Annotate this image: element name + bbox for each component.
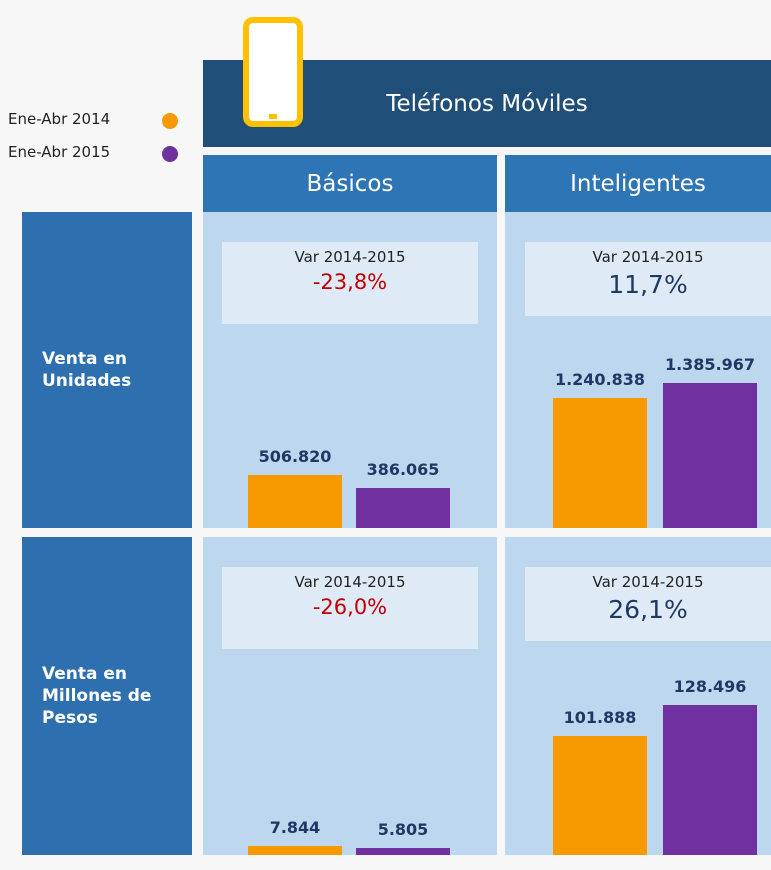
variation: -23,8% (312, 270, 388, 294)
bar (553, 736, 647, 855)
phone-icon (243, 17, 303, 127)
value-label: 5.805 (377, 820, 429, 840)
value-label: 386.065 (366, 459, 440, 479)
row-label: Venta en Unidades (42, 349, 132, 391)
bar (356, 487, 450, 528)
row-label: Venta en Millones de Pesos (42, 664, 152, 728)
variation-box (525, 567, 771, 641)
column-header: Básicos (203, 155, 497, 212)
legend-dot (162, 146, 178, 162)
annotation: Var 2014-2015 (592, 573, 704, 591)
bar (663, 705, 757, 855)
value-label: 1.385.967 (664, 355, 756, 374)
value-label: 101.888 (563, 708, 637, 728)
value-label: 128.496 (673, 677, 747, 696)
legend-label: Ene-Abr 2014 (8, 110, 111, 128)
row-label-box (22, 212, 192, 528)
variation: -26,0% (312, 595, 388, 619)
row-label-box (22, 537, 192, 855)
bar (553, 398, 647, 528)
variation-box (525, 242, 771, 316)
bar (248, 474, 342, 528)
value-label: 1.240.838 (554, 370, 646, 390)
bar (356, 848, 450, 855)
variation: 26,1% (608, 595, 688, 624)
variation-box (222, 567, 478, 649)
column-header: Inteligentes (505, 155, 771, 212)
variation-box (222, 242, 478, 324)
variation: 11,7% (608, 270, 688, 299)
value-label: 7.844 (269, 817, 321, 837)
legend-label: Ene-Abr 2015 (8, 143, 111, 161)
annotation: Var 2014-2015 (294, 573, 406, 591)
value-label: 506.820 (258, 446, 332, 466)
bar (663, 383, 757, 528)
legend-dot (162, 113, 178, 129)
annotation: Var 2014-2015 (592, 248, 704, 266)
annotation: Var 2014-2015 (294, 248, 406, 266)
bar (248, 845, 342, 855)
